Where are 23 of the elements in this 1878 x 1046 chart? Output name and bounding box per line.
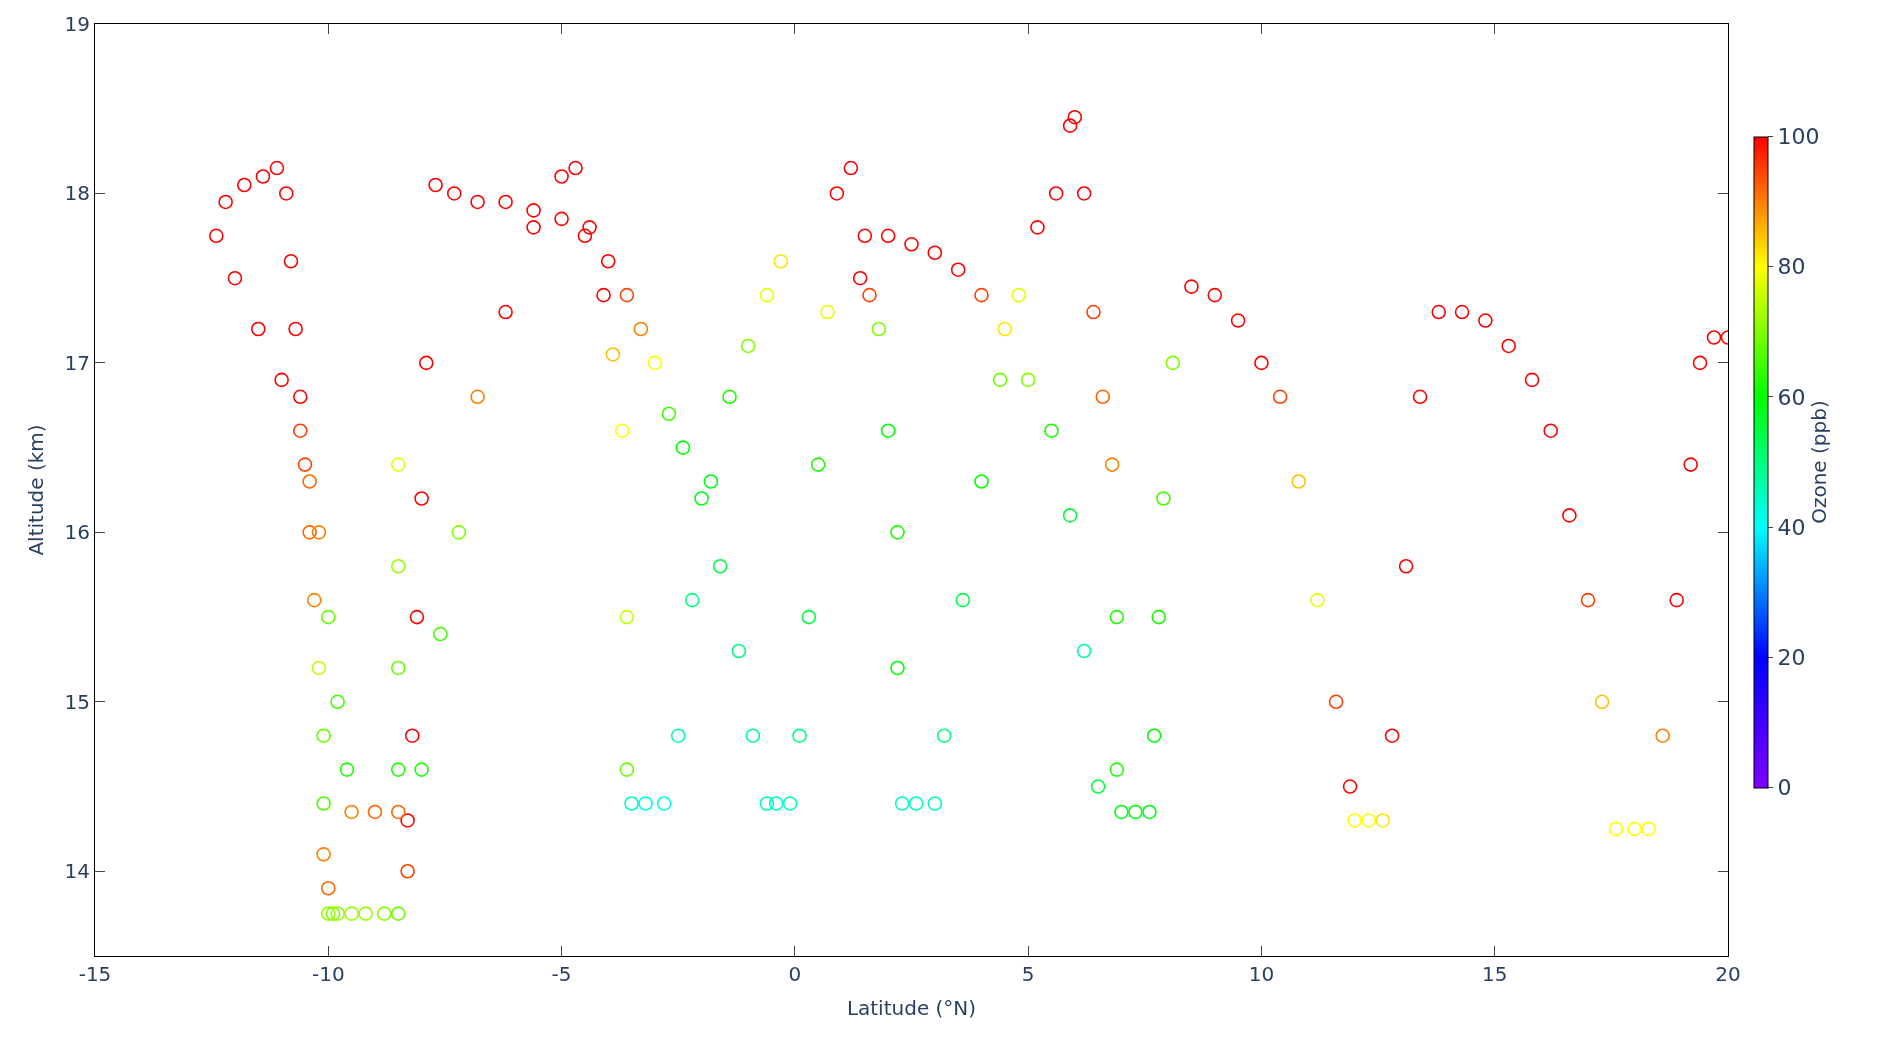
color-bar-label: 0	[1777, 775, 1792, 801]
y-tick-label: 16	[64, 520, 90, 545]
x-tick-label: -5	[551, 962, 572, 986]
x-tick-label: 0	[788, 962, 802, 986]
x-tick-label: 5	[1021, 962, 1035, 986]
y-tick-label: 15	[64, 689, 90, 714]
y-tick-label: 18	[64, 181, 90, 206]
x-tick-label: 15	[1481, 962, 1508, 986]
y-tick-label: 17	[64, 350, 90, 375]
color-bar-label: 100	[1777, 124, 1820, 150]
x-tick-label: -15	[78, 962, 112, 986]
color-bar-label: 60	[1777, 384, 1806, 410]
y-tick-label: 14	[64, 859, 90, 884]
x-axis-title: Latitude (°N)	[846, 995, 977, 1020]
color-bar-label: 20	[1777, 645, 1806, 671]
y-axis-title: Altitude (km)	[24, 424, 49, 556]
x-tick-label: 10	[1248, 962, 1275, 986]
x-tick-label: -10	[311, 962, 345, 986]
color-bar-label: 40	[1777, 514, 1806, 540]
y-tick-label: 19	[64, 12, 90, 36]
color-bar-label: 80	[1777, 254, 1806, 280]
x-tick-label: 20	[1715, 962, 1741, 986]
color-bar-title: Ozone (ppb)	[1807, 400, 1832, 524]
